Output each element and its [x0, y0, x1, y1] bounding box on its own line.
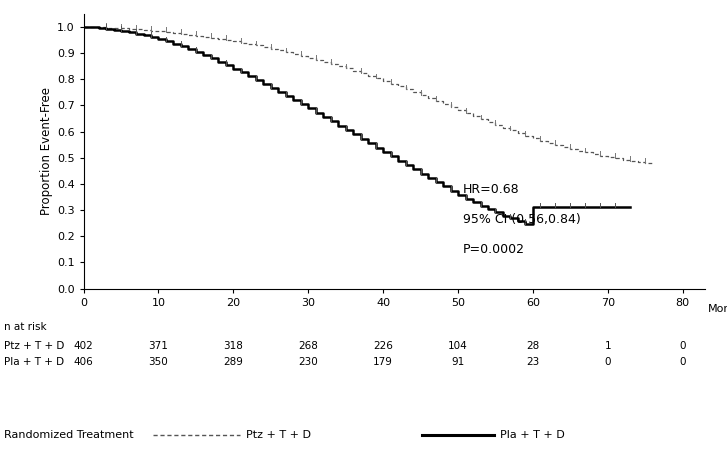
Text: 402: 402: [73, 341, 94, 351]
Text: Ptz + T + D: Ptz + T + D: [4, 341, 64, 351]
Text: 289: 289: [223, 357, 244, 367]
Text: 0: 0: [605, 357, 611, 367]
Text: Ptz + T + D: Ptz + T + D: [246, 430, 310, 440]
Text: 230: 230: [298, 357, 318, 367]
Text: 268: 268: [298, 341, 318, 351]
Y-axis label: Proportion Event-Free: Proportion Event-Free: [40, 87, 52, 215]
Text: 1: 1: [605, 341, 611, 351]
Text: 371: 371: [148, 341, 169, 351]
Text: 350: 350: [148, 357, 169, 367]
Text: Pla + T + D: Pla + T + D: [500, 430, 565, 440]
Text: HR=0.68

95% CI (0.56,0.84)

P=0.0002: HR=0.68 95% CI (0.56,0.84) P=0.0002: [463, 183, 581, 256]
Text: n at risk: n at risk: [4, 322, 47, 333]
Text: 406: 406: [73, 357, 94, 367]
Text: 179: 179: [373, 357, 393, 367]
Text: 226: 226: [373, 341, 393, 351]
Text: 28: 28: [526, 341, 539, 351]
Text: 0: 0: [680, 341, 686, 351]
Text: 23: 23: [526, 357, 539, 367]
Text: 91: 91: [451, 357, 465, 367]
Text: 0: 0: [680, 357, 686, 367]
Text: Randomized Treatment: Randomized Treatment: [4, 430, 133, 440]
Text: 318: 318: [223, 341, 244, 351]
Text: 104: 104: [448, 341, 468, 351]
Text: Month: Month: [708, 304, 727, 314]
Text: Pla + T + D: Pla + T + D: [4, 357, 64, 367]
